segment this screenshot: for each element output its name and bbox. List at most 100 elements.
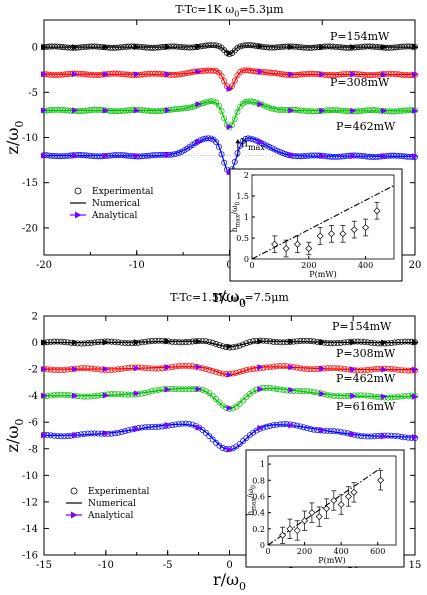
analytical-marker xyxy=(41,44,48,51)
inset-y-tick-label: 1 xyxy=(244,213,249,222)
analytical-marker xyxy=(102,430,110,437)
legend-label: Analytical xyxy=(87,511,134,521)
analytical-marker xyxy=(350,339,357,346)
analytical-marker xyxy=(164,364,172,371)
y-tick-label: 2 xyxy=(32,312,38,323)
data-point xyxy=(231,158,238,165)
data-point xyxy=(401,367,408,374)
analytical-marker xyxy=(412,434,419,441)
data-point xyxy=(84,430,91,437)
y-tick-label: -16 xyxy=(22,551,38,562)
data-point xyxy=(115,429,122,436)
y-tick-label: -12 xyxy=(22,497,38,508)
data-point xyxy=(307,388,314,395)
data-point xyxy=(331,340,338,347)
data-point xyxy=(401,338,408,345)
analytical-marker xyxy=(133,152,141,159)
inset-point xyxy=(315,506,323,527)
inset-point xyxy=(330,490,338,511)
analytical-marker xyxy=(164,386,172,393)
data-point xyxy=(280,339,287,346)
data-point xyxy=(280,363,287,370)
analytical-marker xyxy=(226,371,233,378)
hmax-label-part: max xyxy=(248,143,265,152)
series-label: P=462mW xyxy=(336,120,396,133)
data-point xyxy=(175,363,182,369)
data-point xyxy=(337,365,344,372)
data-point xyxy=(268,145,275,152)
data-point xyxy=(51,338,58,345)
x-axis-label-part: 0 xyxy=(239,297,246,310)
analytical-marker xyxy=(257,424,264,431)
x-tick-label: -10 xyxy=(129,260,145,271)
analytical-marker xyxy=(41,71,48,78)
legend-triangle-marker xyxy=(75,211,82,219)
analytical-marker xyxy=(133,71,141,78)
inset-point xyxy=(271,235,279,254)
data-point xyxy=(358,367,364,374)
analytical-marker xyxy=(71,432,79,439)
analytical-marker xyxy=(226,85,233,92)
inset-point xyxy=(328,225,336,243)
inset-point xyxy=(308,502,316,523)
y-tick-label: 0 xyxy=(32,43,38,54)
y-tick-label: -15 xyxy=(22,178,38,189)
data-point xyxy=(334,340,341,347)
data-point xyxy=(216,399,223,406)
analytical-marker xyxy=(195,138,203,145)
inset-x-label: P(mW) xyxy=(309,270,336,279)
legend-triangle-marker xyxy=(71,511,78,519)
data-point xyxy=(334,365,341,372)
analytical-marker xyxy=(102,392,110,399)
data-point xyxy=(84,340,91,347)
analytical-marker xyxy=(288,152,295,159)
inset-diamond-marker xyxy=(377,476,385,484)
y-axis-label: z/ω0 xyxy=(3,121,26,155)
analytical-marker xyxy=(102,107,110,114)
inset-point xyxy=(344,486,352,507)
analytical-marker xyxy=(381,71,388,78)
data-point xyxy=(206,433,213,439)
analytical-marker xyxy=(319,390,326,397)
inset-diamond-marker xyxy=(339,230,347,238)
data-point xyxy=(88,430,95,437)
x-tick-label: -20 xyxy=(36,260,52,271)
series-label: P=462mW xyxy=(336,372,396,385)
inset-y-tick-label: 0.4 xyxy=(252,509,265,518)
data-point xyxy=(405,434,412,441)
analytical-marker xyxy=(41,107,48,114)
data-point xyxy=(111,366,118,373)
inset-point xyxy=(323,498,331,519)
inset-point xyxy=(337,494,345,515)
inset-y-label-part: h xyxy=(230,227,239,232)
analytical-marker xyxy=(195,386,203,393)
data-point xyxy=(172,339,179,346)
data-point xyxy=(388,366,395,372)
analytical-marker xyxy=(319,365,326,372)
data-point xyxy=(297,338,304,344)
data-point xyxy=(84,365,91,372)
data-point xyxy=(405,392,412,399)
data-point xyxy=(202,429,209,436)
y-tick-label: -14 xyxy=(22,524,38,535)
legend-label: Numerical xyxy=(88,499,136,509)
data-point xyxy=(307,366,314,373)
data-point xyxy=(337,428,344,435)
data-point xyxy=(218,108,225,115)
data-point xyxy=(57,338,64,345)
analytical-marker xyxy=(288,71,295,78)
analytical-marker xyxy=(288,107,295,114)
chart-title-part: =5.3μm xyxy=(239,3,284,16)
legend-label: Experimental xyxy=(92,187,154,197)
data-point xyxy=(243,367,250,374)
inset-point xyxy=(362,218,370,237)
x-tick-label: 0 xyxy=(226,560,232,571)
hmax-arrow-head xyxy=(235,139,241,144)
data-point xyxy=(221,115,228,122)
data-point xyxy=(207,98,214,105)
analytical-marker xyxy=(412,339,419,346)
analytical-marker xyxy=(288,386,295,393)
